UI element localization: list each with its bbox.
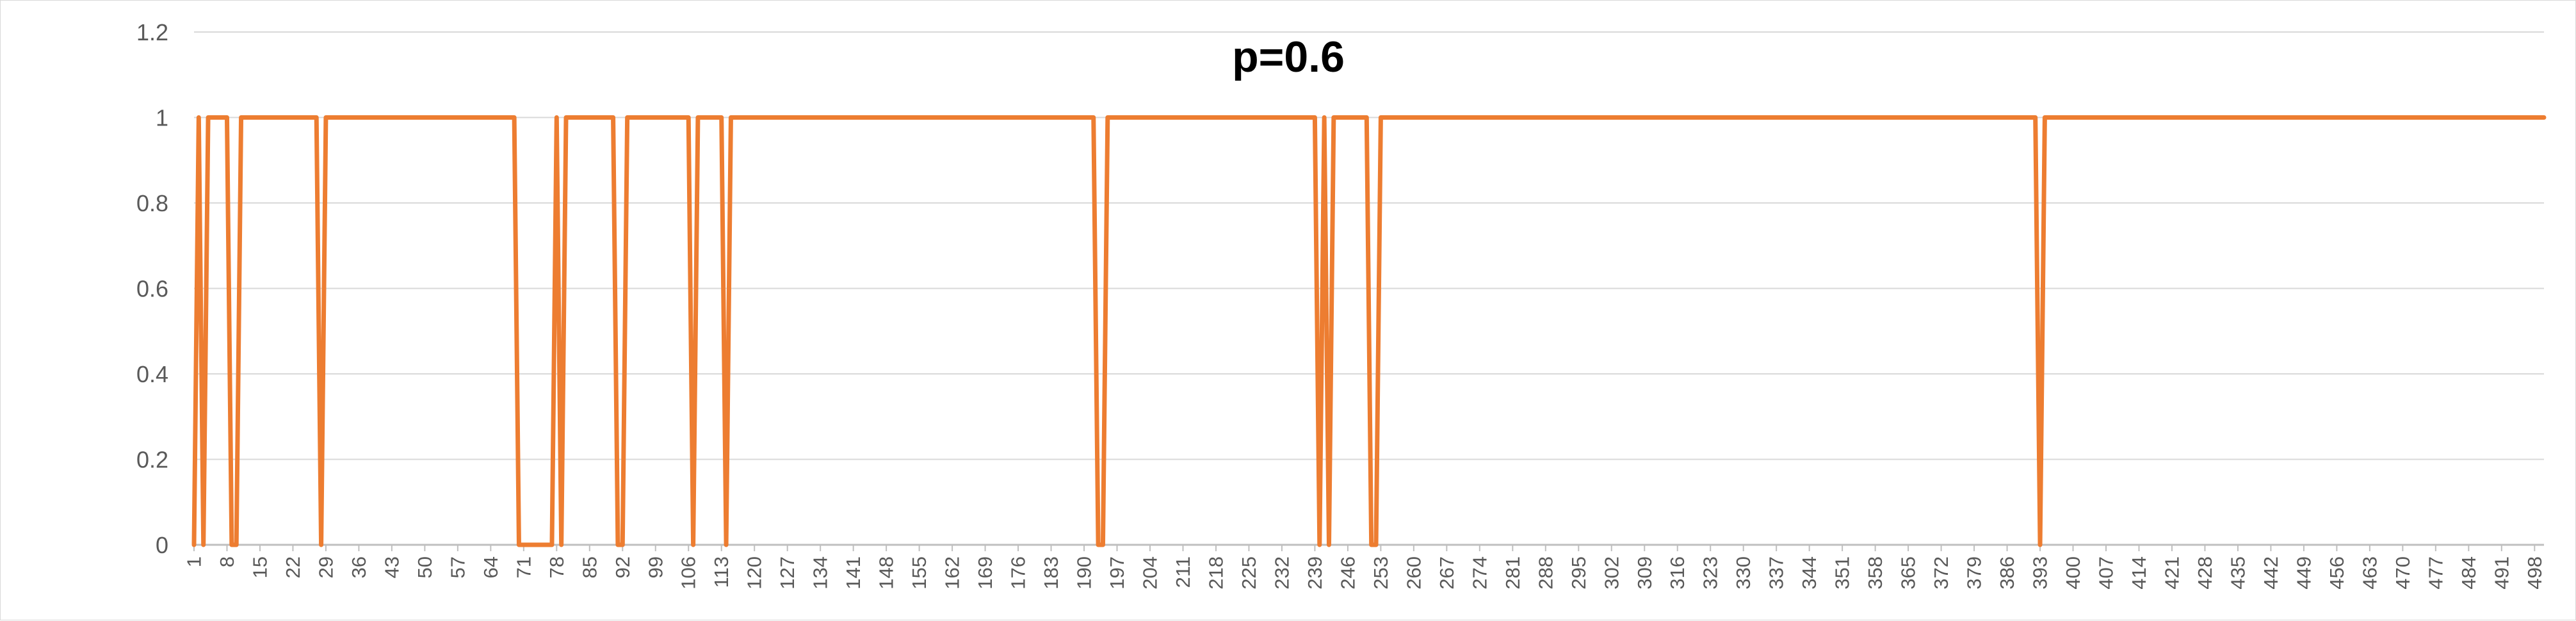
- y-tick-label: 0.2: [136, 447, 168, 473]
- x-tick-label: 127: [776, 556, 798, 590]
- x-tick-label: 344: [1798, 556, 1820, 590]
- x-tick-label: 358: [1864, 556, 1886, 590]
- x-tick-label: 57: [446, 556, 469, 578]
- x-tick-label: 372: [1930, 556, 1952, 590]
- x-tick-label: 386: [1996, 556, 2018, 590]
- y-tick-label: 0: [156, 532, 168, 558]
- x-tick-label: 414: [2128, 556, 2150, 590]
- x-tick-label: 22: [282, 556, 304, 578]
- x-tick-label: 197: [1106, 556, 1128, 590]
- x-tick-label: 176: [1007, 556, 1030, 590]
- x-tick-label: 120: [743, 556, 766, 590]
- x-tick-label: 78: [546, 556, 568, 578]
- x-tick-label: 274: [1468, 556, 1491, 590]
- x-tick-label: 92: [612, 556, 634, 578]
- x-tick-label: 64: [480, 556, 502, 578]
- y-tick-label: 1: [156, 105, 168, 131]
- x-tick-label: 260: [1402, 556, 1425, 590]
- x-tick-label: 435: [2226, 556, 2249, 590]
- x-tick-label: 50: [414, 556, 436, 578]
- x-tick-label: 295: [1567, 556, 1590, 590]
- x-tick-label: 155: [908, 556, 930, 590]
- x-tick-label: 288: [1534, 556, 1557, 590]
- x-tick-label: 211: [1172, 556, 1194, 588]
- x-tick-label: 232: [1270, 556, 1293, 590]
- x-tick-label: 330: [1732, 556, 1754, 590]
- x-tick-label: 491: [2490, 556, 2513, 590]
- x-tick-label: 456: [2326, 556, 2348, 590]
- x-axis-ticks: 1 8 15 22 29 36 43 50 57 64 71 78 85 92 99 106 113 120 127…: [183, 545, 2546, 590]
- x-tick-label: 365: [1897, 556, 1920, 590]
- x-tick-label: 449: [2292, 556, 2315, 590]
- x-tick-label: 1: [183, 556, 206, 567]
- x-tick-label: 225: [1238, 556, 1260, 590]
- x-tick-label: 71: [512, 556, 535, 578]
- x-tick-label: 407: [2095, 556, 2118, 590]
- x-tick-label: 106: [677, 556, 700, 590]
- x-tick-label: 204: [1139, 556, 1162, 590]
- x-tick-label: 323: [1699, 556, 1722, 590]
- x-tick-label: 85: [578, 556, 601, 578]
- x-tick-label: 309: [1633, 556, 1656, 590]
- series-line-1: [191, 115, 2547, 547]
- x-tick-label: 169: [974, 556, 996, 590]
- x-tick-label: 281: [1502, 556, 1524, 590]
- x-tick-label: 183: [1040, 556, 1062, 590]
- y-tick-label: 0.6: [136, 276, 168, 302]
- x-tick-label: 15: [248, 556, 271, 578]
- x-tick-label: 99: [644, 556, 667, 578]
- x-tick-label: 337: [1765, 556, 1788, 590]
- x-tick-label: 477: [2424, 556, 2447, 590]
- y-axis-ticks: 0 0.2 0.4 0.6 0.8 1 1.2: [136, 19, 168, 558]
- x-tick-label: 498: [2523, 556, 2546, 590]
- x-tick-label: 470: [2392, 556, 2414, 590]
- x-tick-label: 239: [1304, 556, 1326, 590]
- y-tick-label: 0.8: [136, 190, 168, 216]
- x-tick-label: 302: [1600, 556, 1623, 590]
- chart-title: p=0.6: [1232, 33, 1345, 81]
- x-tick-label: 148: [875, 556, 898, 590]
- x-tick-label: 351: [1831, 556, 1854, 590]
- x-tick-label: 141: [842, 556, 864, 590]
- x-tick-label: 29: [314, 556, 337, 578]
- x-tick-label: 316: [1666, 556, 1689, 590]
- x-tick-label: 400: [2062, 556, 2084, 590]
- x-tick-label: 463: [2358, 556, 2381, 590]
- x-tick-label: 36: [348, 556, 370, 578]
- x-tick-label: 43: [380, 556, 403, 578]
- x-tick-label: 246: [1336, 556, 1359, 590]
- x-tick-label: 134: [809, 556, 832, 590]
- x-tick-label: 162: [941, 556, 964, 590]
- x-tick-label: 421: [2160, 556, 2183, 590]
- x-tick-label: 428: [2194, 556, 2216, 590]
- x-tick-label: 484: [2458, 556, 2480, 590]
- x-tick-label: 113: [710, 556, 733, 588]
- y-tick-label: 1.2: [136, 19, 168, 45]
- x-tick-label: 379: [1963, 556, 1986, 590]
- x-tick-label: 218: [1204, 556, 1227, 590]
- y-tick-label: 0.4: [136, 361, 168, 387]
- x-tick-label: 8: [216, 556, 238, 567]
- x-tick-label: 393: [2029, 556, 2052, 590]
- x-tick-label: 267: [1436, 556, 1458, 590]
- x-tick-label: 253: [1370, 556, 1392, 590]
- series-layer: [191, 115, 2547, 547]
- x-tick-label: 190: [1073, 556, 1096, 590]
- x-tick-label: 442: [2260, 556, 2282, 590]
